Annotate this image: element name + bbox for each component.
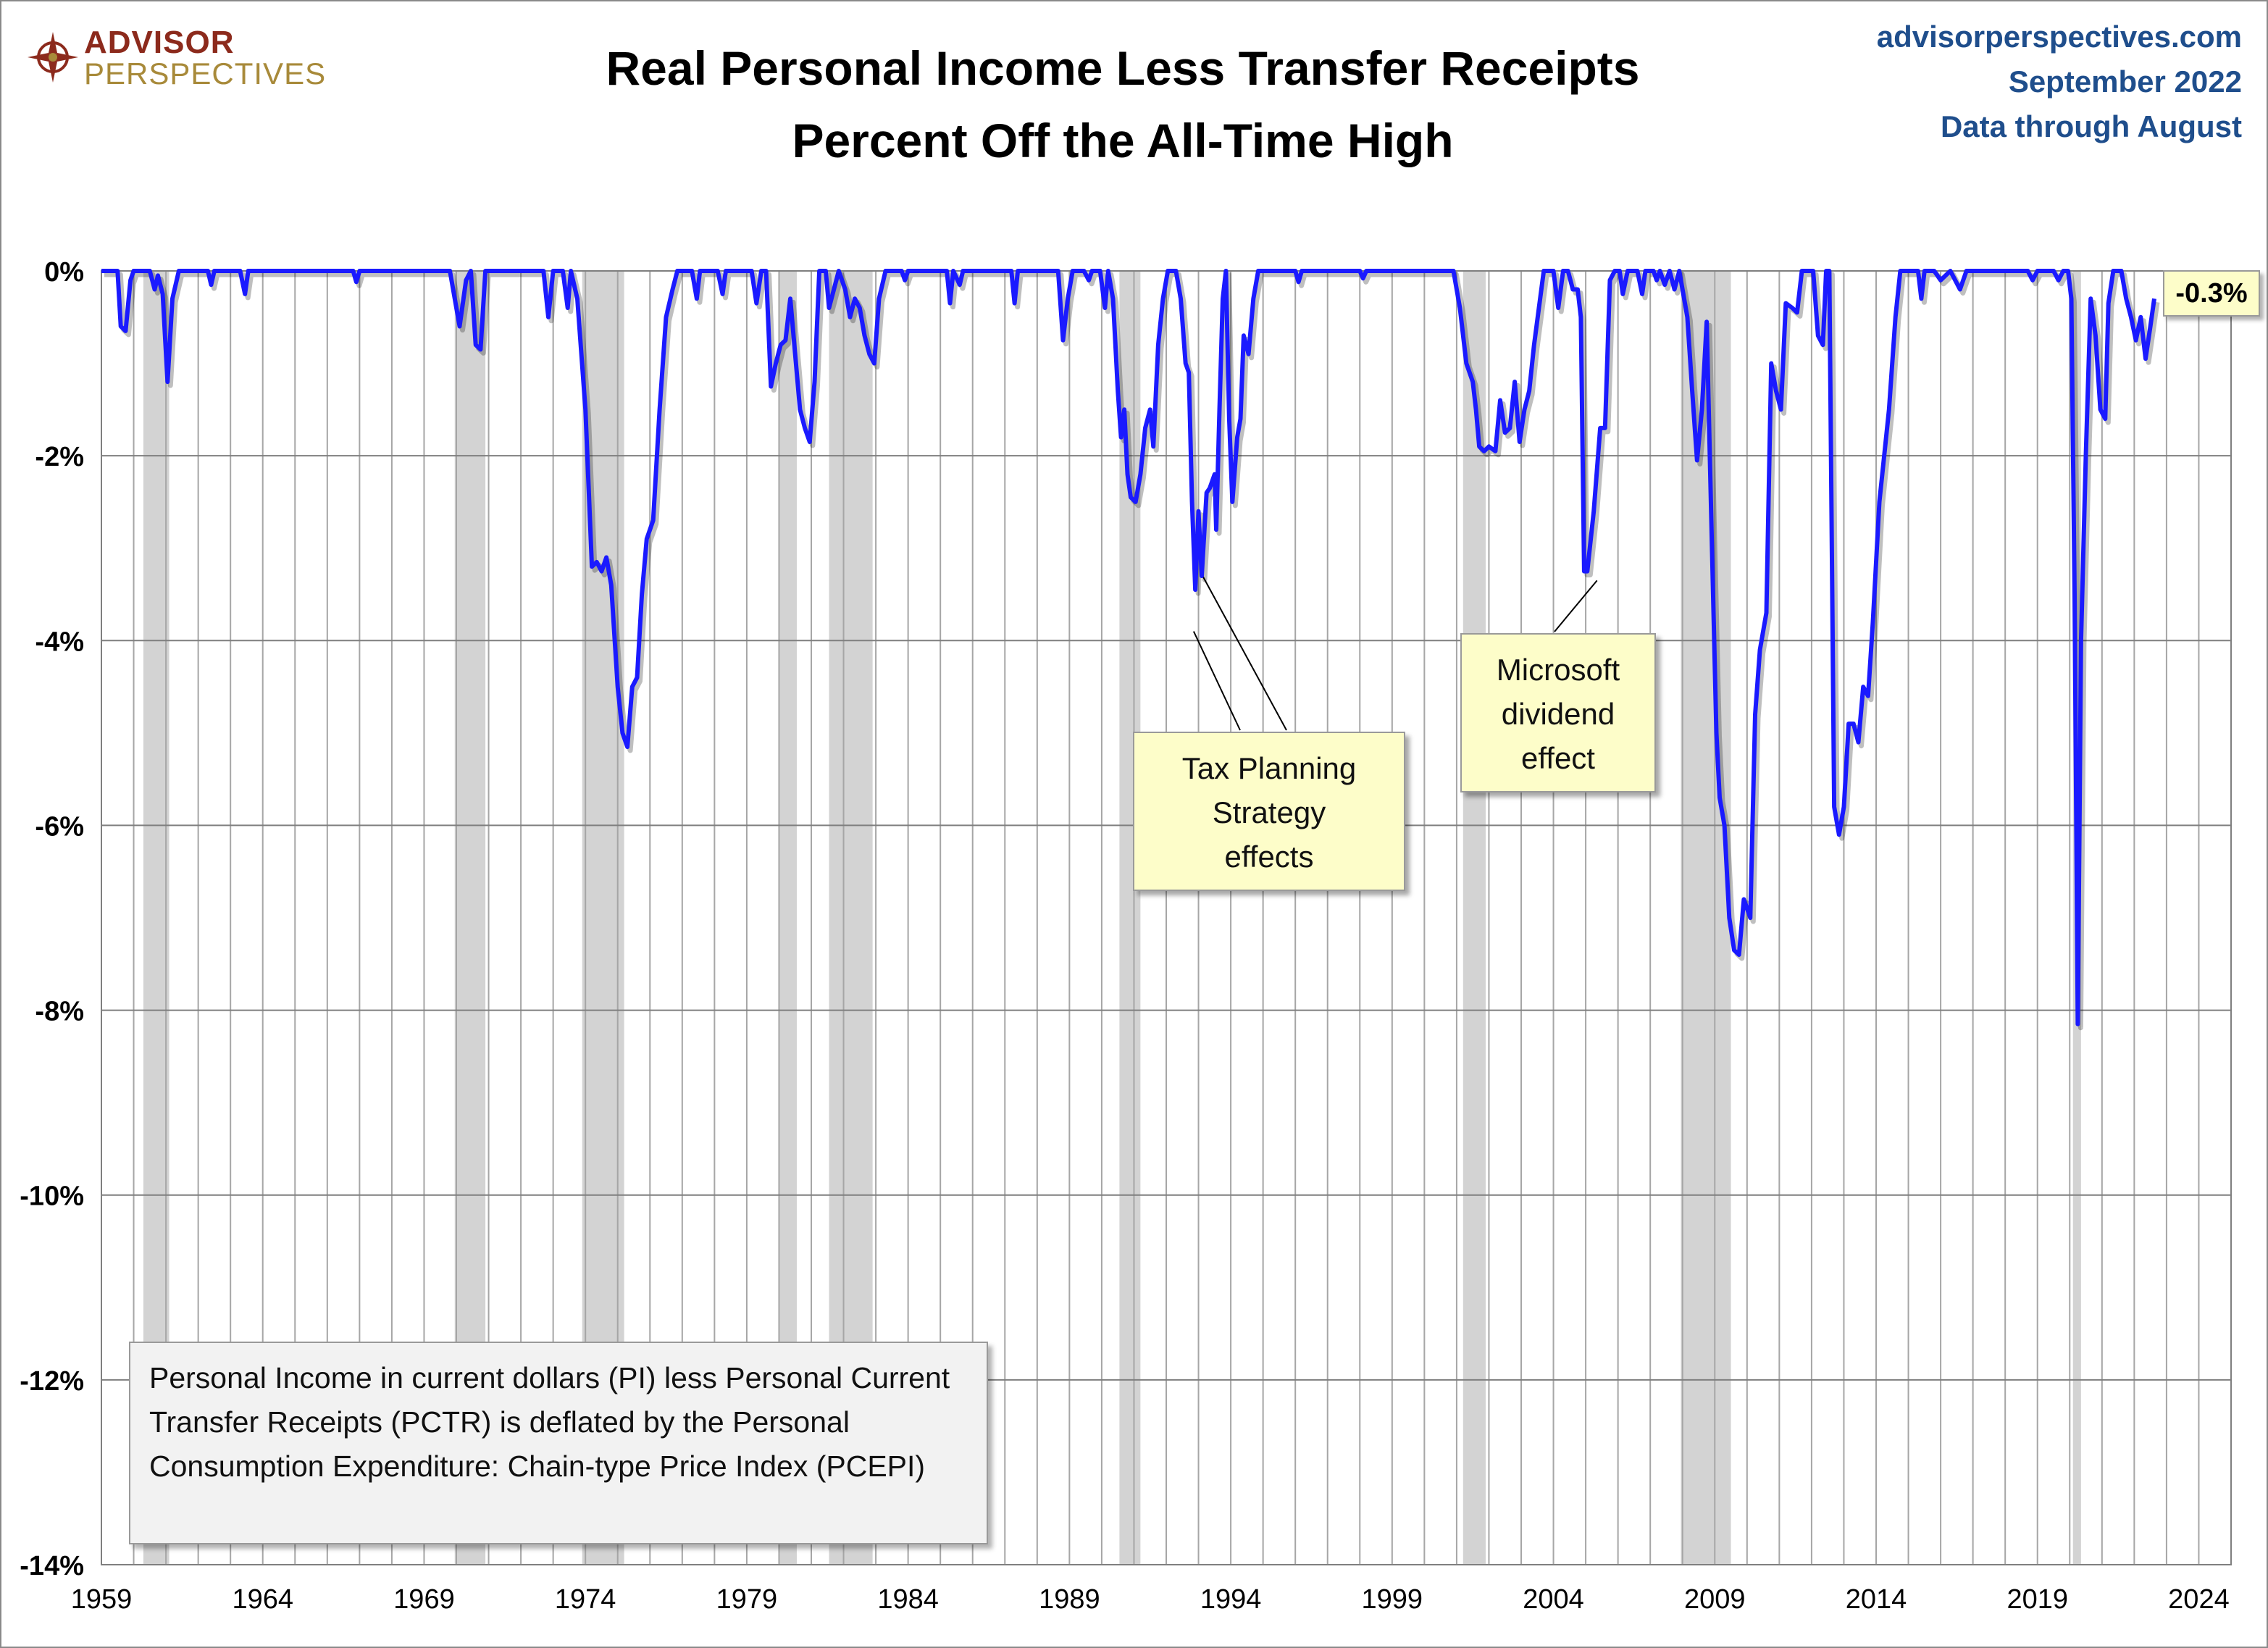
y-tick-label: -4% (35, 627, 84, 657)
source-block: advisorperspectives.com September 2022 D… (1877, 14, 2242, 149)
x-axis-ticks: 1959 1964 1969 1974 1979 1984 1989 1994 1999 2004… (71, 1584, 2230, 1615)
logo-line1: ADVISOR (84, 25, 235, 60)
tax-leader-line-2 (1199, 571, 1287, 731)
y-tick-label: -14% (20, 1551, 84, 1581)
x-tick-label: 1999 (1362, 1584, 1423, 1615)
chart-title: Real Personal Income Less Transfer Recei… (406, 32, 1840, 177)
x-tick-label: 1989 (1039, 1584, 1100, 1615)
series-line-shadow (104, 272, 2160, 1031)
source-date: September 2022 (2008, 64, 2242, 99)
microsoft-dividend-annotation: Microsoft dividend effect (1460, 633, 1656, 792)
x-tick-label: 2009 (1684, 1584, 1746, 1615)
y-tick-label: -12% (20, 1366, 84, 1397)
x-tick-label: 1974 (555, 1584, 616, 1615)
logo-line2: PERSPECTIVES (84, 57, 327, 91)
chart-title-line1: Real Personal Income Less Transfer Recei… (606, 41, 1640, 95)
x-tick-label: 1964 (232, 1584, 293, 1615)
x-tick-label: 1969 (393, 1584, 455, 1615)
tax-planning-annotation: Tax Planning Strategy effects (1133, 732, 1405, 891)
series-line (101, 269, 2156, 1026)
ms-leader-line (1554, 580, 1598, 632)
last-value-label: -0.3% (2163, 270, 2260, 317)
advisor-perspectives-logo: ADVISOR PERSPECTIVES (28, 25, 332, 91)
tax-leader-line-1 (1192, 631, 1241, 731)
x-tick-label: 1959 (71, 1584, 133, 1615)
annotation-leaders (1192, 571, 1598, 731)
x-tick-label: 2024 (2168, 1584, 2230, 1615)
y-tick-label: -2% (35, 442, 84, 472)
x-tick-label: 1984 (877, 1584, 939, 1615)
y-tick-label: -10% (20, 1181, 84, 1212)
tax-annotation-line3: effects (1224, 840, 1314, 874)
x-tick-label: 2004 (1523, 1584, 1584, 1615)
x-tick-label: 1979 (716, 1584, 778, 1615)
ms-annotation-line1: Microsoft (1496, 653, 1620, 687)
y-axis-ticks: 0% -2% -4% -6% -8% -10% -12% -14% (20, 257, 84, 1581)
methodology-note: Personal Income in current dollars (PI) … (129, 1342, 988, 1544)
series-group (101, 269, 2160, 1031)
recession-band (1681, 271, 1731, 1565)
ms-annotation-line2: dividend (1501, 697, 1615, 731)
tax-annotation-line1: Tax Planning (1181, 751, 1357, 785)
source-data-through: Data through August (1940, 109, 2242, 143)
ms-annotation-line3: effect (1521, 741, 1595, 775)
source-site: advisorperspectives.com (1876, 20, 2242, 54)
recession-band (1463, 271, 1486, 1565)
x-tick-label: 1994 (1200, 1584, 1262, 1615)
x-tick-label: 2019 (2007, 1584, 2068, 1615)
compass-icon (28, 32, 78, 83)
x-tick-label: 2014 (1846, 1584, 1907, 1615)
y-tick-label: -6% (35, 811, 84, 842)
y-tick-label: -8% (35, 997, 84, 1027)
chart-title-line2: Percent Off the All-Time High (792, 114, 1454, 167)
y-tick-label: 0% (44, 257, 84, 288)
tax-annotation-line2: Strategy (1212, 795, 1326, 829)
